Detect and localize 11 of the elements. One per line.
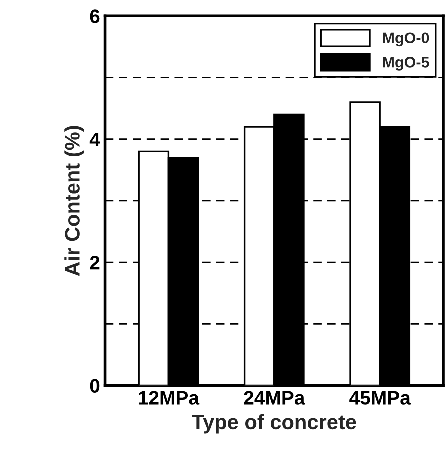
x-tick-label: 45MPa <box>350 391 412 405</box>
x-tick-label: 24MPa <box>244 391 306 405</box>
y-axis-title: Air Content (%) <box>64 126 84 276</box>
y-tick-label: 0 <box>90 379 100 394</box>
legend-label: MgO-0 <box>383 32 430 47</box>
y-tick-label: 2 <box>90 256 100 270</box>
y-tick-label: 6 <box>90 10 100 24</box>
x-tick-label: 12MPa <box>139 391 200 405</box>
y-tick-label: 4 <box>90 133 100 146</box>
x-axis-title: Type of concrete <box>192 414 356 434</box>
legend-label: MgO-5 <box>383 57 430 71</box>
